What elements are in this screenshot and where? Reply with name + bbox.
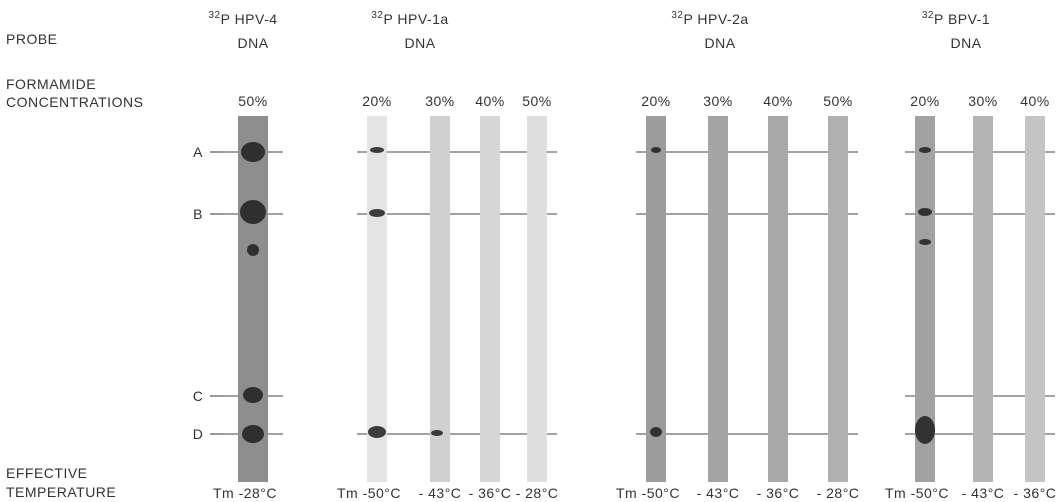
temperature: Tm -28°C <box>213 485 277 501</box>
probe-label: 32P HPV-4 <box>208 10 277 27</box>
band-label: A <box>193 144 203 160</box>
temperature: - 43°C <box>962 485 1005 501</box>
hybrid-band <box>240 200 266 224</box>
gel-lane <box>646 116 666 482</box>
hybrid-band <box>368 426 386 438</box>
concentration: 40% <box>1020 93 1050 109</box>
concentration: 20% <box>910 93 940 109</box>
gel-lane <box>430 116 450 482</box>
gel-lane <box>480 116 500 482</box>
gel-lane <box>527 116 547 482</box>
hybrid-band <box>915 416 935 444</box>
probe-name: P HPV-1a <box>383 11 448 27</box>
hybrid-band <box>918 208 932 216</box>
probe-molecule: DNA <box>950 35 981 51</box>
row-label: PROBE <box>6 31 58 47</box>
probe-label: 32P BPV-1 <box>922 10 990 27</box>
gel-lane <box>708 116 728 482</box>
band-label: B <box>193 206 203 222</box>
isotope: 32 <box>208 10 220 21</box>
hybrid-band <box>370 147 384 153</box>
hybrid-band <box>247 244 259 256</box>
gel-lane <box>1025 116 1045 482</box>
probe-molecule: DNA <box>704 35 735 51</box>
probe-molecule: DNA <box>237 35 268 51</box>
hybrid-band <box>242 425 264 443</box>
concentration: 20% <box>362 93 392 109</box>
probe-molecule: DNA <box>404 35 435 51</box>
temperature: - 28°C <box>817 485 860 501</box>
temperature: Tm -50°C <box>337 485 401 501</box>
gel-lane <box>828 116 848 482</box>
temperature: - 43°C <box>419 485 462 501</box>
isotope: 32 <box>671 10 683 21</box>
row-label: TEMPERATURE <box>6 484 116 500</box>
hybrid-band <box>919 239 931 245</box>
probe-name: P HPV-4 <box>221 11 278 27</box>
gel-lane <box>768 116 788 482</box>
isotope: 32 <box>922 10 934 21</box>
temperature: - 36°C <box>469 485 512 501</box>
hybrid-band <box>919 147 931 153</box>
gel-lane <box>238 116 268 482</box>
probe-label: 32P HPV-2a <box>671 10 748 27</box>
hybrid-band <box>650 427 662 437</box>
hybrid-band <box>369 209 385 217</box>
hybrid-band <box>243 387 263 403</box>
temperature: Tm -50°C <box>885 485 949 501</box>
concentration: 30% <box>968 93 998 109</box>
row-label: EFFECTIVE <box>6 465 88 481</box>
probe-name: P HPV-2a <box>683 11 748 27</box>
concentration: 30% <box>425 93 455 109</box>
hybrid-band <box>651 147 661 153</box>
band-label: C <box>193 388 204 404</box>
concentration: 50% <box>238 93 268 109</box>
isotope: 32 <box>371 10 383 21</box>
concentration: 30% <box>703 93 733 109</box>
row-label: CONCENTRATIONS <box>6 94 143 110</box>
probe-label: 32P HPV-1a <box>371 10 448 27</box>
hybrid-band <box>431 430 443 436</box>
temperature: - 36°C <box>1014 485 1057 501</box>
concentration: 50% <box>823 93 853 109</box>
temperature: Tm -50°C <box>616 485 680 501</box>
band-label: D <box>193 426 204 442</box>
row-label: FORMAMIDE <box>6 76 96 92</box>
concentration: 50% <box>522 93 552 109</box>
temperature: - 36°C <box>757 485 800 501</box>
concentration: 20% <box>641 93 671 109</box>
probe-name: P BPV-1 <box>934 11 990 27</box>
gel-lane <box>915 116 935 482</box>
gel-lane <box>973 116 993 482</box>
temperature: - 43°C <box>697 485 740 501</box>
temperature: - 28°C <box>516 485 559 501</box>
concentration: 40% <box>475 93 505 109</box>
concentration: 40% <box>763 93 793 109</box>
hybrid-band <box>241 142 265 162</box>
gel-lane <box>367 116 387 482</box>
